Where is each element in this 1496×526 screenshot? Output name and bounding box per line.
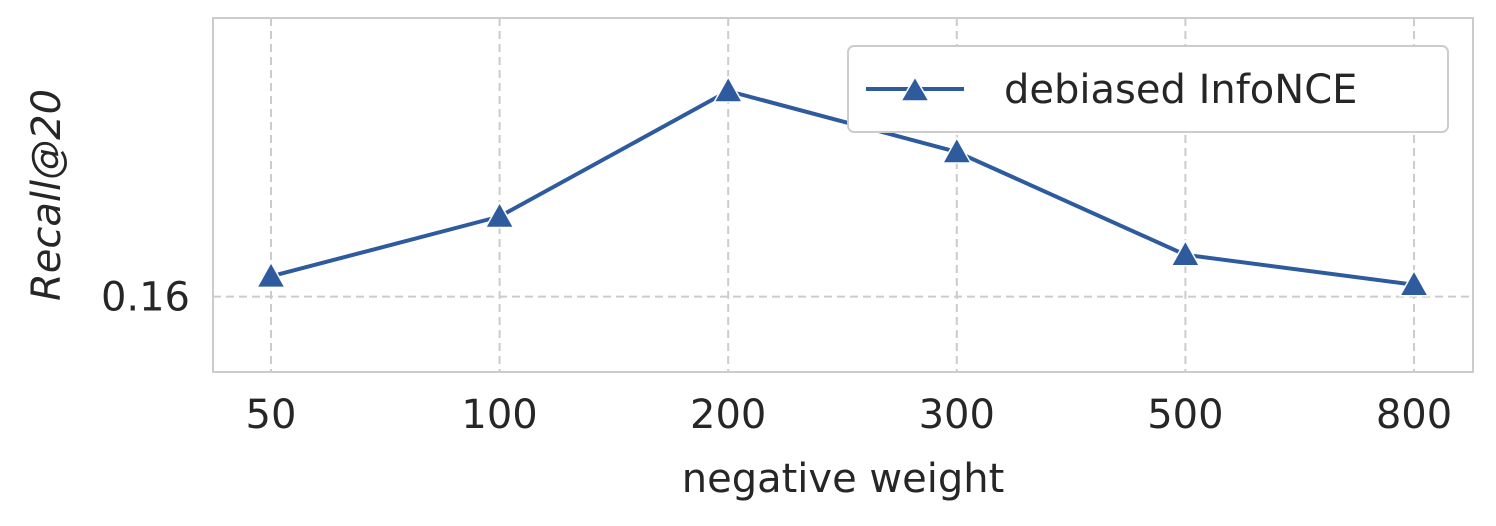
legend: debiased InfoNCE bbox=[847, 45, 1449, 133]
data-point-marker bbox=[484, 200, 515, 229]
x-tick-label: 500 bbox=[1147, 392, 1223, 438]
legend-triangle-marker bbox=[899, 75, 931, 102]
x-tick-label: 300 bbox=[919, 392, 995, 438]
x-tick-label: 100 bbox=[461, 392, 537, 438]
legend-label: debiased InfoNCE bbox=[1004, 67, 1357, 113]
data-point-marker bbox=[1170, 239, 1201, 267]
y-tick-label: 0.16 bbox=[101, 275, 190, 321]
x-tick-label: 800 bbox=[1376, 392, 1452, 438]
y-axis-label: Recall@20 bbox=[24, 89, 70, 301]
series-layer bbox=[255, 75, 1430, 297]
data-point-marker bbox=[941, 136, 973, 164]
x-tick-label: 50 bbox=[246, 392, 297, 438]
tick-layer: 50 100 200 300 500 800 0.16 bbox=[101, 275, 1452, 438]
x-axis-label: negative weight bbox=[682, 456, 1005, 502]
data-point-marker bbox=[1398, 269, 1430, 297]
legend-box bbox=[847, 45, 1449, 133]
x-tick-label: 200 bbox=[690, 392, 766, 438]
plot-frame bbox=[212, 17, 1474, 373]
data-point-marker bbox=[712, 75, 744, 103]
series-line bbox=[270, 89, 1415, 287]
data-point-marker bbox=[255, 260, 287, 289]
